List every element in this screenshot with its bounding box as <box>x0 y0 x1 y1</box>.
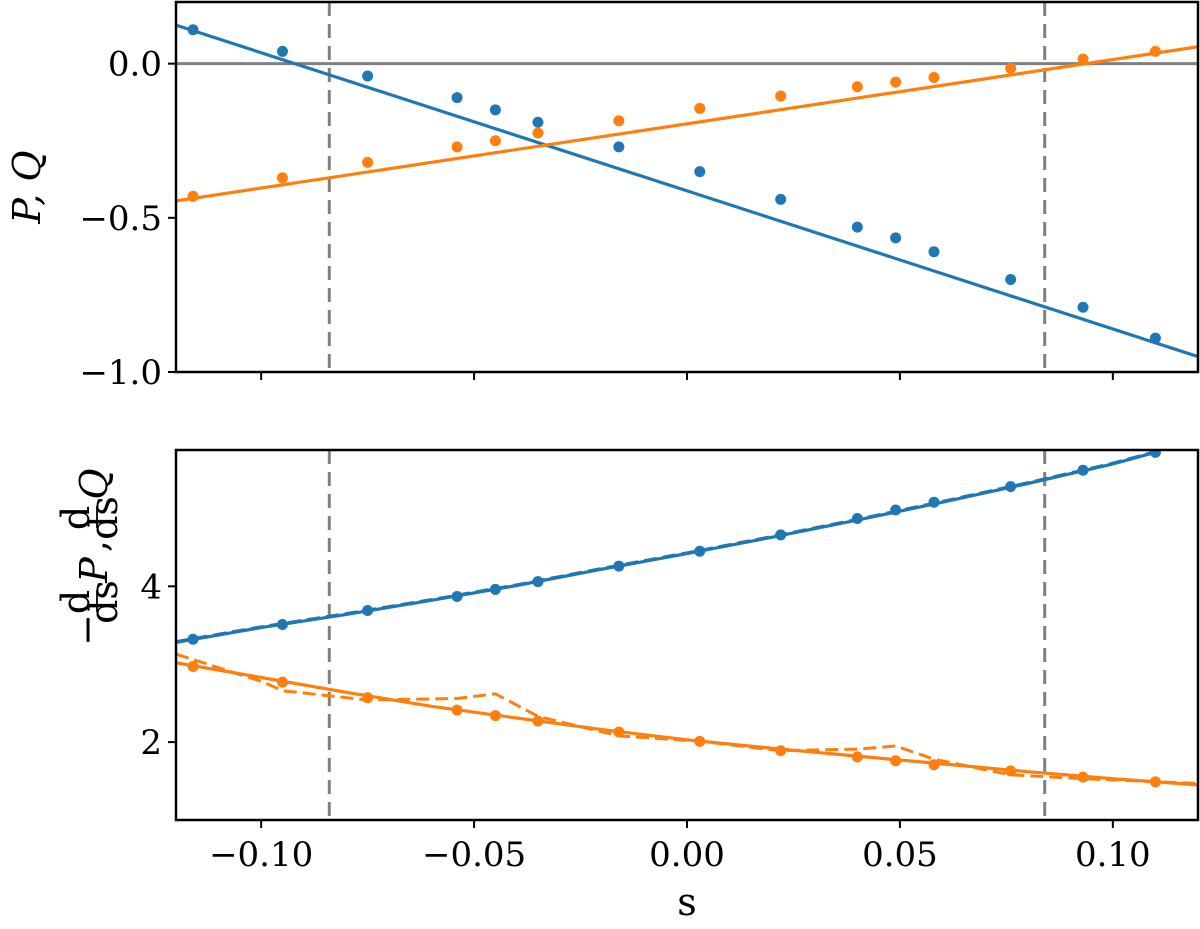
bottom-series-1-point <box>362 692 374 704</box>
svg-text:,: , <box>72 540 116 552</box>
bottom-series-1-point <box>532 715 544 727</box>
top-series-0-point <box>362 70 374 82</box>
bottom-series-0-point <box>489 583 501 595</box>
bottom-series-0-point <box>1149 450 1161 458</box>
bottom-series-1-point <box>694 735 706 747</box>
x-axis-label: s <box>677 880 697 924</box>
top-series-0-point <box>187 24 199 36</box>
top-series-1-point <box>928 72 940 84</box>
top-series-0-point <box>890 232 902 244</box>
bottom-x-tick-label: −0.10 <box>209 835 313 875</box>
top-series-1-point <box>489 135 501 147</box>
svg-text:ds: ds <box>82 496 126 540</box>
bottom-series-0-point <box>187 633 199 645</box>
bottom-series-0-point <box>276 618 288 630</box>
svg-text:d: d <box>54 506 98 530</box>
bottom-series-0-point <box>1077 464 1089 476</box>
svg-text:Q: Q <box>72 468 116 499</box>
bottom-series-0-point <box>851 513 863 525</box>
bottom-y-tick-label: 2 <box>140 723 162 763</box>
top-panel: P, Q 0.0 −0.5 −1.0 <box>5 0 1200 393</box>
bottom-series-0-line <box>176 450 1156 644</box>
bottom-y-axis-label: − d ds P , d ds Q <box>54 468 126 646</box>
bottom-x-tick-label: 0.10 <box>1075 835 1151 875</box>
bottom-series-1-point <box>928 759 940 771</box>
top-series-0-point <box>489 104 501 116</box>
top-series-0-point <box>1149 332 1161 344</box>
top-series-1-point <box>613 115 625 127</box>
top-series-1-line <box>176 45 1198 203</box>
top-series-1-point <box>362 156 374 168</box>
bottom-series-1-point <box>613 726 625 738</box>
top-series-0-line <box>176 23 1198 359</box>
bottom-series-1-point <box>775 745 787 757</box>
bottom-series-1-point <box>489 710 501 722</box>
top-series-1-point <box>890 76 902 88</box>
bottom-series-1-point <box>187 661 199 673</box>
top-y-tick-label: −0.5 <box>79 199 162 239</box>
bottom-y-tick-label: 4 <box>140 567 162 607</box>
bottom-x-tick-label: 0.00 <box>649 835 725 875</box>
top-series-1-point <box>451 141 463 153</box>
bottom-series-1-line <box>176 661 1198 787</box>
svg-text:−: − <box>65 614 109 646</box>
bottom-series-0-point <box>1005 481 1017 493</box>
top-series-0-point <box>1077 301 1089 313</box>
top-series-0-point <box>276 45 288 57</box>
bottom-series-0-point <box>532 576 544 588</box>
bottom-series-1-point <box>851 751 863 763</box>
top-series-1-point <box>694 102 706 114</box>
bottom-series-1-dashed-line <box>176 652 1198 785</box>
top-plot-area <box>176 2 1198 372</box>
svg-text:ds: ds <box>82 580 126 624</box>
top-series-1-point <box>276 172 288 184</box>
svg-text:d: d <box>54 590 98 614</box>
top-series-1-point <box>1005 62 1017 74</box>
bottom-x-tick-label: 0.05 <box>862 835 938 875</box>
top-series-0-point <box>532 116 544 128</box>
top-series-0-point <box>928 246 940 258</box>
top-series-1-point <box>775 90 787 102</box>
bottom-series-0-point <box>362 604 374 616</box>
top-series-0-point <box>851 221 863 233</box>
top-series-0-point <box>613 141 625 153</box>
bottom-series-0-point <box>613 560 625 572</box>
bottom-series-1-point <box>890 755 902 767</box>
bottom-series-0-point <box>694 545 706 557</box>
top-series-0-point <box>775 193 787 205</box>
top-series-0-point <box>451 92 463 104</box>
bottom-series-0-point <box>451 590 463 602</box>
bottom-series-1-point <box>276 676 288 688</box>
svg-text:P: P <box>72 556 116 584</box>
bottom-series-0-point <box>775 529 787 541</box>
top-y-tick-label: −1.0 <box>79 353 162 393</box>
top-series-1-point <box>532 127 544 139</box>
top-y-tick-label: 0.0 <box>108 45 162 85</box>
top-y-axis-label: P, Q <box>5 150 49 224</box>
bottom-panel: − d ds P , d ds Q s −0.10 −0.05 0.00 0.05 0.… <box>54 448 1200 924</box>
bottom-series-1-point <box>451 704 463 716</box>
bottom-plot-area <box>176 450 1198 820</box>
top-series-1-point <box>187 190 199 202</box>
bottom-series-0-point <box>890 504 902 516</box>
bottom-series-1-point <box>1005 765 1017 777</box>
bottom-x-tick-label: −0.05 <box>422 835 526 875</box>
top-series-1-point <box>1077 53 1089 65</box>
bottom-series-0-dashed-line <box>176 450 1156 644</box>
top-series-1-point <box>1149 45 1161 57</box>
bottom-series-1-point <box>1077 771 1089 783</box>
top-series-0-point <box>1005 274 1017 285</box>
bottom-series-1-point <box>1149 776 1161 788</box>
top-series-1-point <box>851 81 863 93</box>
bottom-series-0-point <box>928 496 940 508</box>
top-series-0-point <box>694 166 706 178</box>
